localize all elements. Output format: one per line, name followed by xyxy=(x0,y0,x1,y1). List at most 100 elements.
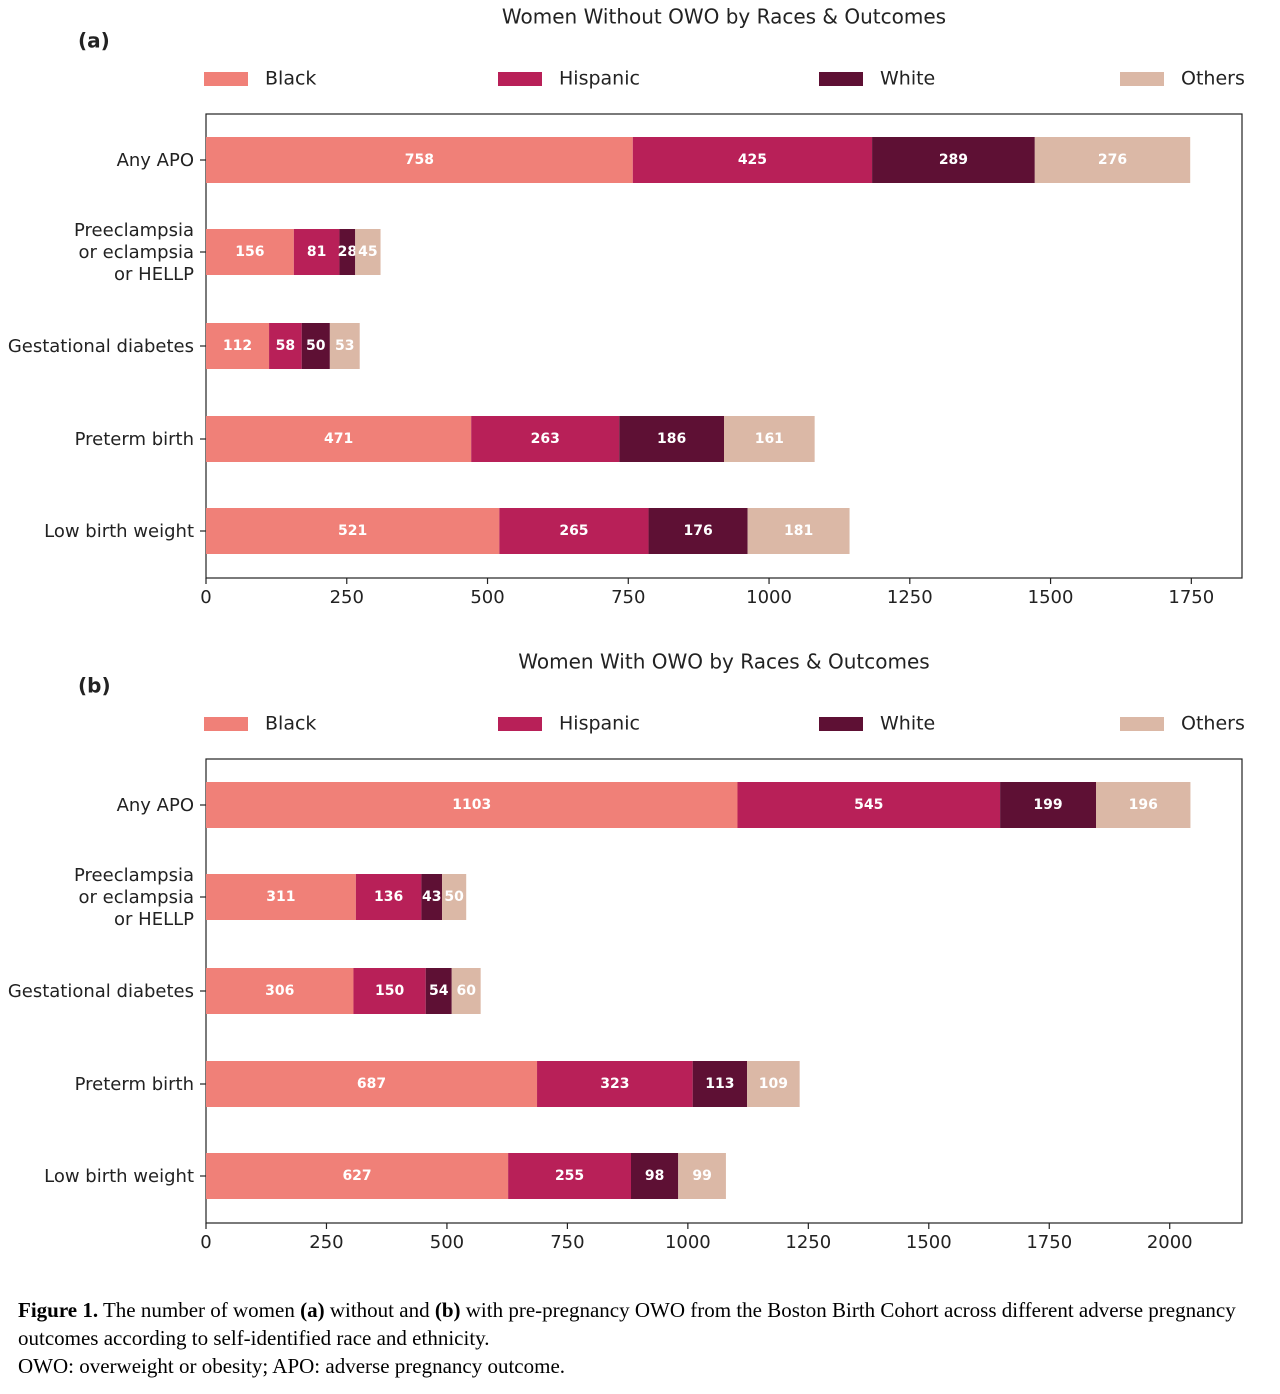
chart-b: Women With OWO by Races & Outcomes (b) Bla… xyxy=(8,650,1245,1254)
chart-a-bar-label: 50 xyxy=(306,338,326,354)
chart-b-category-label: Low birth weight xyxy=(44,1166,194,1187)
chart-b-bar-label: 311 xyxy=(266,889,295,905)
chart-b-x-tick-label-1250: 1250 xyxy=(785,1232,831,1253)
chart-b-bar-white-preeclampsia-or-eclampsia-or-hellp xyxy=(421,874,443,920)
chart-b-bar-white-any-apo xyxy=(1000,782,1096,828)
chart-b-x-tick-label-1750: 1750 xyxy=(1026,1232,1072,1253)
figure-caption: Figure 1. The number of women (a) withou… xyxy=(18,1296,1263,1380)
chart-a-x-tick-label-500: 500 xyxy=(470,587,504,608)
chart-a-bar-label: 112 xyxy=(223,338,252,354)
chart-a-bar-white-any-apo xyxy=(872,137,1035,183)
chart-b-bar-black-gestational-diabetes xyxy=(206,968,354,1014)
chart-a-bar-others-gestational-diabetes xyxy=(329,323,360,369)
chart-b-legend-swatch-black xyxy=(204,717,248,731)
chart-a-bar-label: 45 xyxy=(358,244,377,260)
chart-b-bar-label: 1103 xyxy=(452,797,491,813)
chart-b-x-tick-label-750: 750 xyxy=(550,1232,584,1253)
chart-a-bar-label: 521 xyxy=(338,523,367,539)
caption-text-1: The number of women xyxy=(98,1298,301,1322)
chart-b-bar-others-preeclampsia-or-eclampsia-or-hellp xyxy=(442,874,467,920)
chart-b-bar-label: 323 xyxy=(600,1076,629,1092)
chart-a-bar-hispanic-any-apo xyxy=(632,137,873,183)
caption-text-3: with pre-pregnancy OWO from the Boston B… xyxy=(18,1298,1236,1350)
chart-a-bar-label: 186 xyxy=(657,431,686,447)
chart-a-x-tick-label-250: 250 xyxy=(330,587,364,608)
chart-a-x-tick-label-1250: 1250 xyxy=(887,587,933,608)
chart-b-bar-label: 98 xyxy=(645,1168,664,1184)
chart-b-bar-label: 109 xyxy=(759,1076,788,1092)
chart-b-bar-white-preterm-birth xyxy=(692,1061,748,1107)
chart-a-category-label: Gestational diabetes xyxy=(8,336,194,357)
chart-a-legend-label-white: White xyxy=(880,68,935,90)
chart-a-bar-black-preeclampsia-or-eclampsia-or-hellp xyxy=(206,229,294,275)
chart-b-panel-label: (b) xyxy=(78,674,111,698)
chart-b-category-label: Preeclampsia or eclampsia or HELLP xyxy=(74,865,194,930)
chart-b-bar-white-gestational-diabetes xyxy=(425,968,452,1014)
chart-b-legend-label-white: White xyxy=(880,713,935,735)
chart-a-panel-label: (a) xyxy=(78,29,110,53)
chart-a-bar-white-preeclampsia-or-eclampsia-or-hellp xyxy=(339,229,356,275)
chart-a-bar-label: 28 xyxy=(338,244,357,260)
caption-line-2: OWO: overweight or obesity; APO: adverse… xyxy=(18,1354,566,1378)
caption-text-2: without and xyxy=(324,1298,435,1322)
chart-a-bar-label: 53 xyxy=(335,338,354,354)
chart-a-x-tick-label-1750: 1750 xyxy=(1168,587,1214,608)
chart-a-bar-white-gestational-diabetes xyxy=(301,323,330,369)
chart-b-legend-label-black: Black xyxy=(265,713,316,735)
chart-b-x-tick-label-250: 250 xyxy=(309,1232,343,1253)
caption-a-label: (a) xyxy=(300,1298,325,1322)
chart-b-bar-label: 50 xyxy=(444,889,464,905)
chart-b-legend-swatch-white xyxy=(819,717,863,731)
chart-b-bar-white-low-birth-weight xyxy=(631,1153,679,1199)
chart-b-bar-label: 255 xyxy=(555,1168,584,1184)
chart-a-bar-hispanic-preterm-birth xyxy=(471,416,620,462)
chart-b-title: Women With OWO by Races & Outcomes xyxy=(518,650,929,674)
chart-b-bar-hispanic-preeclampsia-or-eclampsia-or-hellp xyxy=(355,874,422,920)
chart-b-x-tick-label-1500: 1500 xyxy=(906,1232,952,1253)
caption-figure-label: Figure 1. xyxy=(18,1298,99,1322)
chart-b-x-tick-label-0: 0 xyxy=(200,1232,211,1253)
chart-a-category-label: Preeclampsia or eclampsia or HELLP xyxy=(74,220,194,285)
chart-a-bar-black-low-birth-weight xyxy=(206,508,500,554)
chart-b-bar-label: 43 xyxy=(422,889,441,905)
chart-b-x-tick-label-1000: 1000 xyxy=(665,1232,711,1253)
chart-a-bar-black-any-apo xyxy=(206,137,633,183)
chart-a-category-label: Low birth weight xyxy=(44,521,194,542)
chart-a-bar-others-preterm-birth xyxy=(724,416,815,462)
chart-b-x-tick-label-2000: 2000 xyxy=(1147,1232,1193,1253)
chart-b-bar-label: 150 xyxy=(375,983,404,999)
chart-b-bar-others-gestational-diabetes xyxy=(451,968,481,1014)
chart-a-bar-white-low-birth-weight xyxy=(648,508,748,554)
chart-b-bar-black-preterm-birth xyxy=(206,1061,538,1107)
chart-a-bar-label: 758 xyxy=(405,152,434,168)
chart-b-bar-black-low-birth-weight xyxy=(206,1153,509,1199)
chart-a-bar-black-preterm-birth xyxy=(206,416,472,462)
chart-b-category-label: Preterm birth xyxy=(75,1074,194,1095)
chart-a-x-tick-label-1000: 1000 xyxy=(746,587,792,608)
chart-b-bar-label: 99 xyxy=(692,1168,711,1184)
chart-b-bar-others-any-apo xyxy=(1095,782,1191,828)
chart-a-bar-label: 156 xyxy=(235,244,264,260)
chart-a-legend-label-black: Black xyxy=(265,68,316,90)
chart-a-bar-hispanic-gestational-diabetes xyxy=(269,323,302,369)
chart-a-bar-hispanic-preeclampsia-or-eclampsia-or-hellp xyxy=(293,229,340,275)
chart-a-bar-others-any-apo xyxy=(1034,137,1191,183)
chart-a-legend-swatch-hispanic xyxy=(498,72,542,86)
chart-a-category-label: Any APO xyxy=(117,150,194,171)
chart-b-category-label: Any APO xyxy=(117,795,194,816)
chart-b-bar-label: 196 xyxy=(1129,797,1158,813)
chart-a-category-label: Preterm birth xyxy=(75,429,194,450)
caption-b-label: (b) xyxy=(434,1298,461,1322)
chart-b-bar-label: 113 xyxy=(705,1076,734,1092)
chart-b-bar-black-any-apo xyxy=(206,782,738,828)
chart-b-bar-hispanic-any-apo xyxy=(737,782,1001,828)
chart-a-bar-hispanic-low-birth-weight xyxy=(499,508,649,554)
chart-a-bar-others-preeclampsia-or-eclampsia-or-hellp xyxy=(355,229,381,275)
chart-a-bar-label: 181 xyxy=(784,523,813,539)
chart-b-x-tick-label-500: 500 xyxy=(430,1232,464,1253)
chart-b-bar-label: 306 xyxy=(265,983,294,999)
chart-a-bar-label: 289 xyxy=(939,152,968,168)
chart-a-bar-label: 81 xyxy=(307,244,326,260)
chart-a-legend-label-hispanic: Hispanic xyxy=(559,68,640,90)
chart-b-bar-label: 136 xyxy=(374,889,403,905)
